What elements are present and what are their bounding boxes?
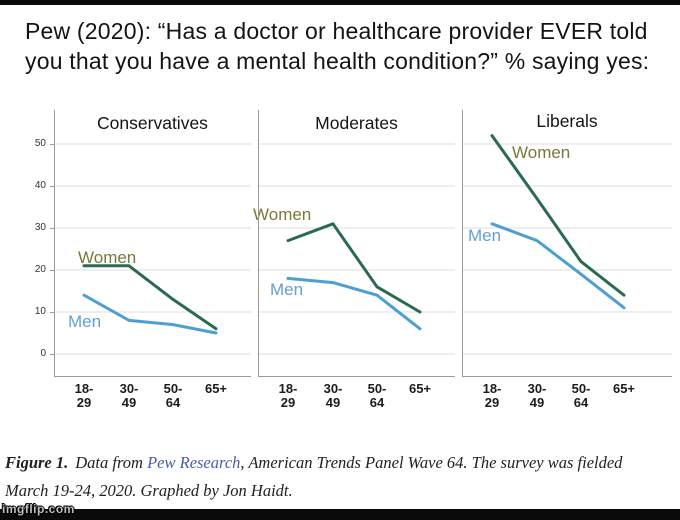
x-tick-label: 65+ bbox=[408, 381, 432, 396]
x-tick-label: 30- 49 bbox=[323, 381, 343, 410]
panel-title-moderates: Moderates bbox=[315, 113, 398, 133]
x-tick-label: 18- 29 bbox=[278, 381, 298, 410]
series-label-men-moderates: Men bbox=[270, 280, 304, 299]
y-tick-mark bbox=[50, 312, 54, 313]
y-tick-mark bbox=[50, 144, 54, 145]
line-men-liberals bbox=[490, 222, 626, 310]
figure-area: Conservatives Moderates Liberals Women M… bbox=[0, 100, 680, 435]
line-men-moderates bbox=[286, 276, 422, 331]
line-women-liberals bbox=[490, 134, 626, 297]
caption-text-after-link: , American Trends Panel Wave 64. The sur… bbox=[240, 453, 623, 472]
y-tick-mark bbox=[50, 270, 54, 271]
x-tick-label: 18- 29 bbox=[482, 381, 502, 410]
x-tick-label: 65+ bbox=[612, 381, 636, 396]
x-tick-label: 30- 49 bbox=[527, 381, 547, 410]
series-label-men-liberals: Men bbox=[468, 226, 502, 245]
panel-moderates bbox=[258, 110, 455, 377]
y-tick-label: 50 bbox=[34, 138, 46, 149]
x-tick-label: 65+ bbox=[204, 381, 228, 396]
x-tick-label: 18- 29 bbox=[74, 381, 94, 410]
chart-question-title: Pew (2020): “Has a doctor or healthcare … bbox=[25, 16, 665, 76]
x-tick-label: 50- 64 bbox=[163, 381, 183, 410]
line-women-moderates bbox=[286, 222, 422, 314]
imgflip-watermark: imgflip.com bbox=[2, 502, 75, 516]
y-tick-label: 20 bbox=[34, 264, 46, 275]
y-tick-mark bbox=[50, 354, 54, 355]
x-tick-label: 30- 49 bbox=[119, 381, 139, 410]
caption-line-2: March 19-24, 2020. Graphed by Jon Haidt. bbox=[5, 481, 293, 500]
x-tick-label: 50- 64 bbox=[367, 381, 387, 410]
x-tick-label: 50- 64 bbox=[571, 381, 591, 410]
caption-text-before-link: Data from bbox=[75, 453, 148, 472]
series-label-women-conservatives: Women bbox=[78, 248, 137, 267]
pew-research-link[interactable]: Pew Research bbox=[147, 453, 241, 472]
line-men-conservatives bbox=[82, 293, 218, 335]
panel-title-conservatives: Conservatives bbox=[97, 113, 208, 133]
figure-label: Figure 1. bbox=[5, 453, 69, 472]
title-line-2: you that you have a mental health condit… bbox=[25, 48, 650, 74]
series-label-women-liberals: Women bbox=[512, 143, 571, 162]
panel-conservatives bbox=[54, 110, 251, 377]
title-line-1: Pew (2020): “Has a doctor or healthcare … bbox=[25, 18, 648, 44]
series-label-women-moderates: Women bbox=[253, 205, 312, 224]
y-tick-label: 0 bbox=[40, 348, 46, 359]
line-women-conservatives bbox=[82, 264, 218, 331]
y-tick-label: 10 bbox=[34, 306, 46, 317]
y-tick-label: 30 bbox=[34, 222, 46, 233]
figure-caption: Figure 1. Data from Pew Research, America… bbox=[5, 449, 657, 505]
panel-title-liberals: Liberals bbox=[536, 111, 598, 131]
series-label-men-conservatives: Men bbox=[68, 312, 102, 331]
top-black-bar bbox=[0, 0, 680, 5]
y-tick-label: 40 bbox=[34, 180, 46, 191]
panel-liberals bbox=[462, 110, 672, 377]
y-tick-mark bbox=[50, 228, 54, 229]
y-tick-mark bbox=[50, 186, 54, 187]
bottom-black-bar bbox=[0, 509, 680, 520]
